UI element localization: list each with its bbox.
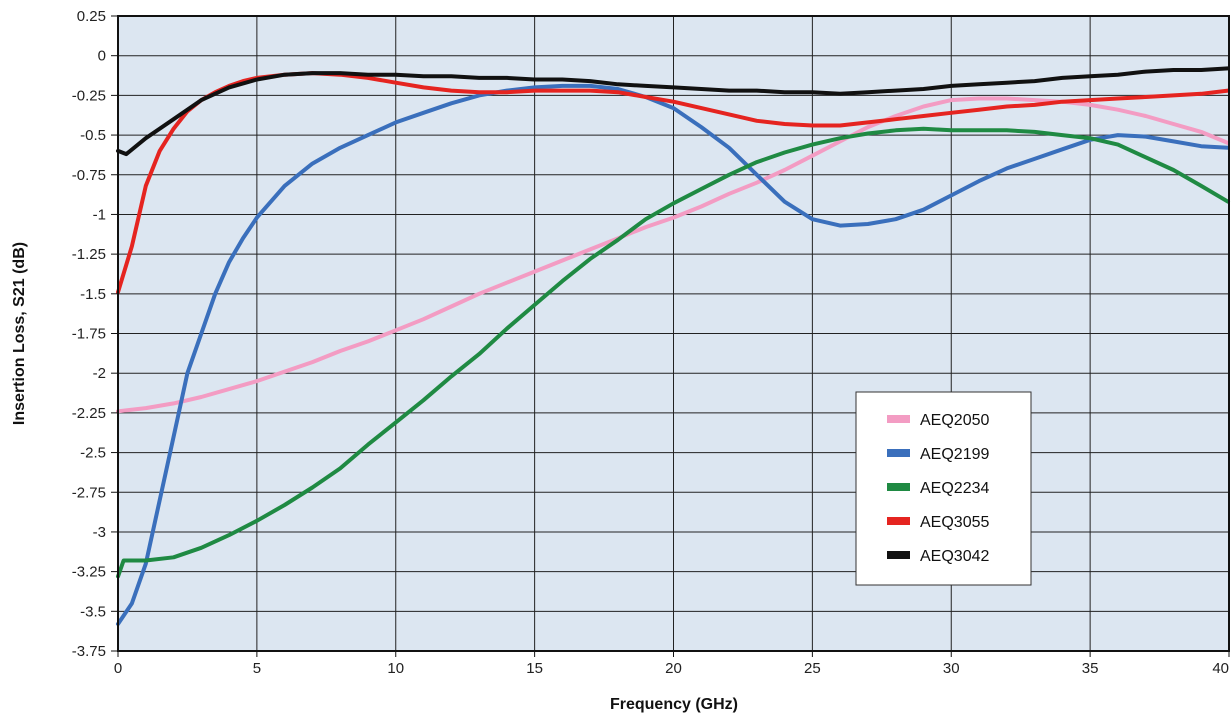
y-tick-label: -1.5 [80,286,106,303]
legend-swatch [887,415,910,423]
y-tick-label: -2.5 [80,445,106,462]
x-tick-label: 40 [1212,660,1229,677]
y-tick-label: -0.75 [72,167,106,184]
y-tick-label: 0.25 [77,8,106,25]
series-line-aeq2234 [116,126,1230,579]
x-tick-label: 35 [1082,660,1099,677]
y-tick-label: -1.25 [72,246,106,263]
y-axis-title: Insertion Loss, S21 (dB) [11,242,28,425]
x-tick-label: 10 [387,660,404,677]
x-tick-label: 15 [526,660,543,677]
y-tick-label: -3 [93,524,106,541]
x-tick-label: 30 [943,660,960,677]
x-tick-label: 5 [253,660,261,677]
legend: AEQ2050 AEQ2199 AEQ2234 AEQ3055 AEQ3042 [855,391,1032,586]
y-tick-label: -1 [93,206,106,223]
series-line-aeq2199 [116,83,1230,626]
y-tick-label: -0.5 [80,127,106,144]
grid-lines [117,15,1230,652]
x-tick-label: 20 [665,660,682,677]
legend-swatch [887,483,910,491]
legend-swatch [887,449,910,457]
legend-label: AEQ2234 [920,480,989,497]
x-axis-ticks: 0 5 10 15 20 25 30 35 40 [114,651,1230,677]
series-line-aeq2050 [116,96,1230,414]
series-line-aeq3042 [116,66,1230,157]
y-tick-label: -3.25 [72,564,106,581]
legend-swatch [887,551,910,559]
y-tick-label: -3.5 [80,603,106,620]
legend-label: AEQ2050 [920,412,989,429]
y-tick-label: -1.75 [72,326,106,343]
legend-box [855,391,1032,586]
y-tick-label: -2.25 [72,405,106,422]
y-tick-label: -2 [93,365,106,382]
x-tick-label: 25 [804,660,821,677]
y-tick-label: -2.75 [72,484,106,501]
y-tick-label: 0 [98,48,106,65]
legend-label: AEQ3055 [920,514,989,531]
x-tick-label: 0 [114,660,122,677]
legend-label: AEQ2199 [920,446,989,463]
legend-swatch [887,517,910,525]
series-layer [116,66,1230,626]
y-axis-ticks: 0.25 0 -0.25 -0.5 -0.75 -1 -1.25 -1.5 -1.75 -2 -2.… [72,8,118,660]
y-tick-label: -0.25 [72,87,106,104]
legend-label: AEQ3042 [920,548,989,565]
x-axis-title: Frequency (GHz) [610,696,738,713]
y-tick-label: -3.75 [72,643,106,660]
